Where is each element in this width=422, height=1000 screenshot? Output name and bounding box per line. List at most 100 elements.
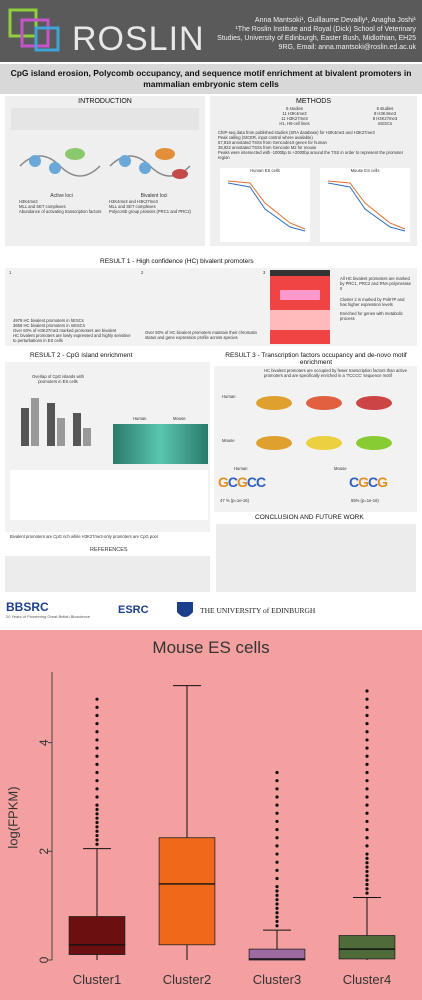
methods-mouse-line: mESCs bbox=[377, 121, 393, 126]
methods-bullets: ChIP-seq data from published studies (SR… bbox=[218, 130, 413, 160]
box-outlier bbox=[365, 746, 369, 750]
y-tick-label: 4 bbox=[37, 739, 51, 746]
box-outlier bbox=[95, 713, 99, 718]
bbsrc-logo-text: BBSRC bbox=[6, 600, 49, 614]
result2-panel: Overlap of CpG islands with promoters in… bbox=[5, 362, 210, 532]
box-outlier bbox=[275, 893, 279, 897]
bivalent-item: H3K4me3 and H3K27me3 bbox=[109, 199, 158, 204]
methods-human-line: 11 H3K4me3 bbox=[282, 111, 307, 116]
box-outlier bbox=[95, 705, 99, 709]
box-outlier bbox=[95, 812, 99, 816]
box-outlier bbox=[365, 852, 369, 856]
box-outlier bbox=[275, 924, 279, 928]
references-heading: REFERENCES bbox=[90, 547, 128, 553]
authors: Anna Mantsoki¹, Guillaume Devailly¹, Ana… bbox=[254, 17, 416, 24]
box-outlier bbox=[95, 803, 99, 807]
box-outlier bbox=[365, 811, 369, 815]
result3-panel: HC bivalent promoters are occupied by fe… bbox=[214, 366, 417, 512]
y-tick-label: 0 bbox=[37, 956, 51, 963]
result1-bullet: HC bivalent promoters are lowly expresse… bbox=[13, 333, 131, 343]
result1-panel: 1 2 3 4979 HC bivalent promoters in hESC… bbox=[5, 268, 417, 346]
methods-human-line: 11 H3K27me3 bbox=[281, 116, 308, 121]
box-outlier bbox=[365, 795, 369, 799]
box-outlier bbox=[275, 915, 279, 919]
box-outlier bbox=[365, 779, 369, 783]
box-outlier bbox=[275, 779, 279, 783]
box-outlier bbox=[365, 803, 369, 807]
methods-mouse-line: 8 H3K27me3 bbox=[372, 116, 398, 121]
box-outlier bbox=[275, 827, 279, 832]
box-outlier bbox=[365, 836, 369, 840]
panel-label: 2 bbox=[141, 270, 144, 275]
panel-label: 1 bbox=[9, 270, 12, 275]
box-outlier bbox=[275, 885, 279, 889]
box-outlier bbox=[275, 876, 279, 881]
result1-bullets-left: 4979 HC bivalent promoters in hESCs 3659… bbox=[13, 318, 133, 343]
box-outlier bbox=[275, 911, 279, 915]
affiliation: ¹The Roslin Institute and Royal (Dick) S… bbox=[217, 26, 416, 51]
box-outlier bbox=[275, 889, 279, 893]
methods-mouse: 6 studies 8 H3K4me3 8 H3K27me3 mESCs bbox=[360, 106, 410, 126]
result1-bullets-right: All HC bivalent promoters are marked by … bbox=[340, 276, 412, 321]
conclusion-heading: CONCLUSION AND FUTURE WORK bbox=[255, 514, 364, 521]
box-outlier bbox=[275, 902, 279, 906]
box-outlier bbox=[275, 803, 279, 807]
mouse-motif-pct: 55% (p=1e-16) bbox=[351, 498, 379, 503]
box-outlier bbox=[95, 738, 99, 742]
x-tick-label: Cluster2 bbox=[163, 972, 211, 987]
result3-motif-label: Mouse bbox=[334, 466, 347, 471]
methods-human: 6 studies 11 H3K4me3 11 H3K27me3 H1, H9 … bbox=[272, 106, 317, 126]
mouse-motif-logo: CGCG bbox=[349, 474, 388, 490]
box-outlier bbox=[275, 852, 279, 856]
title-band bbox=[0, 64, 422, 94]
result2-bullet: Bivalent promoters are CpG rich while H3… bbox=[10, 534, 159, 539]
active-loci: Active loci H3K4me3 MLL and SET complexe… bbox=[19, 194, 104, 215]
footer-logos: BBSRC 20 Years of Pioneering Great Briti… bbox=[0, 596, 422, 626]
methods-mouse-line: 6 studies bbox=[376, 106, 394, 111]
box-outlier bbox=[275, 868, 279, 872]
box-outlier bbox=[365, 874, 369, 878]
methods-chart-label: Mouse ES cells bbox=[350, 168, 380, 173]
box-outlier bbox=[95, 779, 99, 783]
result2-species-label: Human bbox=[133, 416, 147, 421]
result3-species-label: Human bbox=[222, 394, 236, 399]
methods-human-line: 6 studies bbox=[286, 106, 303, 111]
box-outlier bbox=[365, 865, 369, 869]
box-outlier bbox=[275, 860, 279, 864]
bbsrc-logo: BBSRC 20 Years of Pioneering Great Briti… bbox=[6, 600, 96, 622]
box-outlier bbox=[365, 722, 369, 726]
box-outlier bbox=[365, 856, 369, 860]
introduction-panel: INTRODUCTION Active loci H3K4me3 MLL and… bbox=[5, 96, 205, 246]
box-outlier bbox=[365, 787, 369, 791]
intro-heading: INTRODUCTION bbox=[78, 98, 132, 105]
box-outlier bbox=[365, 730, 369, 734]
methods-bullet: 57,818 annotated TSSs from Gencode19 gen… bbox=[218, 140, 327, 145]
human-motif-pct: 47 % (p=1e-16) bbox=[220, 498, 249, 503]
result1-bullet-mid: Over 50% of HC bivalent promoters mainta… bbox=[145, 330, 257, 340]
box-outlier bbox=[365, 713, 369, 718]
box-outlier bbox=[95, 825, 99, 829]
result1-bullet: Cluster 2 is marked by PolII7P and has h… bbox=[340, 297, 405, 307]
chart-title: Mouse ES cells bbox=[152, 638, 270, 657]
box-outlier bbox=[365, 754, 369, 758]
box-outlier bbox=[95, 697, 99, 701]
result3-bullet: HC bivalent promoters are occupied by fe… bbox=[264, 368, 407, 378]
box-outlier bbox=[275, 919, 279, 924]
box-outlier bbox=[275, 795, 279, 799]
box-outlier bbox=[275, 770, 279, 775]
box-outlier bbox=[95, 722, 99, 726]
box-outlier bbox=[365, 878, 369, 882]
box-outlier bbox=[95, 829, 99, 833]
active-item: MLL and SET complexes bbox=[19, 204, 66, 209]
box-outlier bbox=[95, 746, 99, 750]
boxplot-panel: Mouse ES cells log(FPKM) 0 2 4 Cluster1 Clus… bbox=[0, 630, 422, 1000]
result2-species-label: Mouse bbox=[173, 416, 186, 421]
result1-bullet: All HC bivalent promoters are marked by … bbox=[340, 276, 411, 291]
box-cluster1 bbox=[68, 916, 126, 955]
conclusion-text-block bbox=[216, 524, 416, 592]
box-outlier bbox=[95, 795, 99, 799]
result2-chart-caption: Overlap of CpG islands with promoters in… bbox=[32, 374, 84, 384]
bivalent-item: Polycomb group proteins (PRC1 and PRC2) bbox=[109, 209, 191, 214]
result2-heading: RESULT 2 - CpG island enrichment bbox=[30, 352, 133, 359]
box-outlier bbox=[275, 811, 279, 815]
